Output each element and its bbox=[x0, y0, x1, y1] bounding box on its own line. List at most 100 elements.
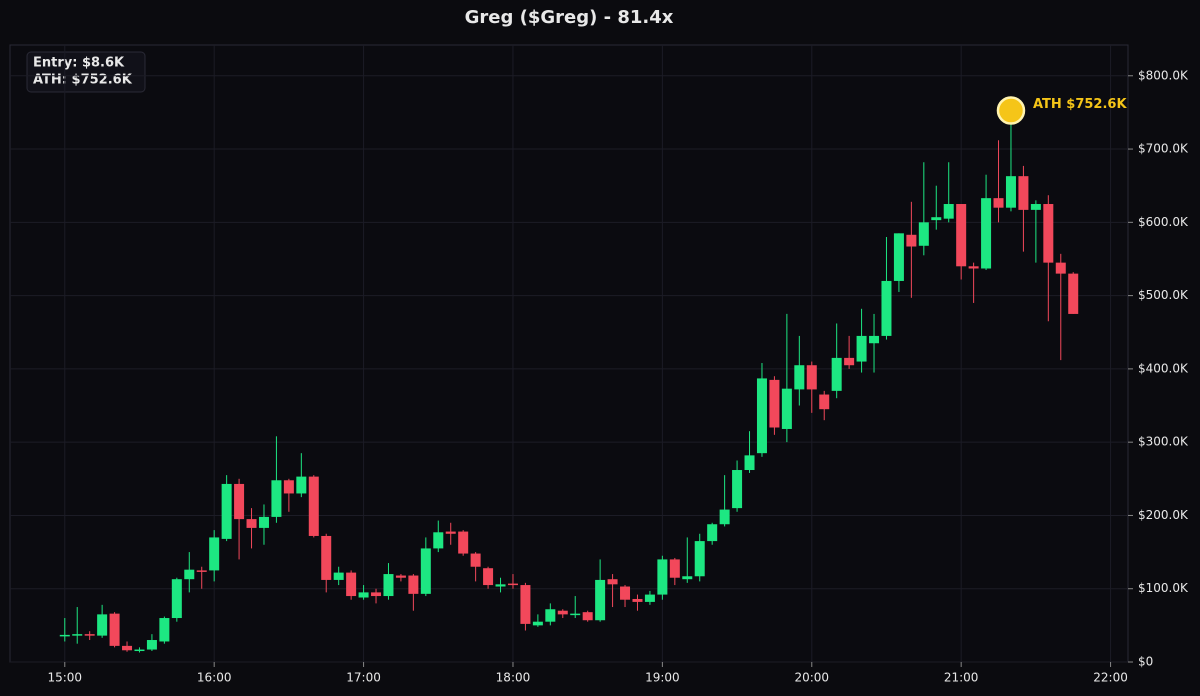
candle-body bbox=[395, 575, 406, 578]
x-tick-label: 18:00 bbox=[496, 671, 531, 685]
candle-body bbox=[620, 586, 631, 600]
candle-body bbox=[918, 222, 929, 246]
candle-body bbox=[84, 634, 95, 636]
y-tick-label: $800.0K bbox=[1138, 68, 1189, 82]
candle-body bbox=[146, 640, 157, 650]
candle-body bbox=[968, 266, 979, 269]
candle-body bbox=[570, 613, 581, 616]
candle-body bbox=[97, 614, 108, 636]
candle-body bbox=[346, 572, 357, 597]
x-tick-label: 16:00 bbox=[197, 671, 232, 685]
y-tick-label: $100.0K bbox=[1138, 581, 1189, 595]
y-tick-label: $700.0K bbox=[1138, 142, 1189, 156]
candle-body bbox=[956, 204, 967, 267]
x-tick-label: 20:00 bbox=[794, 671, 829, 685]
candle-body bbox=[333, 572, 344, 580]
candle-body bbox=[134, 649, 145, 652]
candle-body bbox=[358, 592, 369, 598]
y-tick-label: $600.0K bbox=[1138, 215, 1189, 229]
candle-body bbox=[196, 570, 207, 572]
candle-body bbox=[72, 634, 83, 636]
candle-body bbox=[433, 532, 444, 549]
candle-body bbox=[420, 548, 431, 594]
candle-body bbox=[657, 559, 668, 595]
candle-body bbox=[844, 357, 855, 366]
candle-body bbox=[607, 579, 618, 585]
candle-body bbox=[981, 198, 992, 269]
candle-body bbox=[520, 585, 531, 624]
candle-body bbox=[732, 470, 743, 509]
candle-body bbox=[644, 594, 655, 602]
x-tick-label: 19:00 bbox=[645, 671, 680, 685]
candle-body bbox=[694, 541, 705, 577]
candle-body bbox=[582, 612, 593, 621]
candle-body bbox=[283, 480, 294, 494]
candle-body bbox=[545, 609, 556, 622]
candle-body bbox=[495, 584, 506, 587]
x-tick-label: 17:00 bbox=[346, 671, 381, 685]
candle-body bbox=[1005, 176, 1016, 208]
candle-body bbox=[831, 357, 842, 391]
candle-body bbox=[371, 592, 382, 597]
candle-body bbox=[470, 553, 481, 567]
candle-body bbox=[856, 335, 867, 362]
candle-body bbox=[943, 204, 954, 219]
candle-body bbox=[707, 524, 718, 542]
candle-body bbox=[744, 455, 755, 471]
y-tick-label: $0 bbox=[1138, 655, 1153, 669]
candle-body bbox=[383, 574, 394, 597]
candle-body bbox=[682, 576, 693, 580]
candle-body bbox=[819, 394, 830, 410]
candle-body bbox=[806, 365, 817, 390]
candle-body bbox=[557, 610, 568, 615]
y-tick-label: $200.0K bbox=[1138, 508, 1189, 522]
candle-body bbox=[234, 483, 245, 520]
y-tick-label: $400.0K bbox=[1138, 361, 1189, 375]
candle-body bbox=[869, 335, 880, 344]
candle-body bbox=[246, 519, 257, 528]
plot-area bbox=[9, 44, 1129, 663]
candle-body bbox=[794, 365, 805, 390]
info-entry: Entry: $8.6K bbox=[33, 56, 125, 71]
candle-body bbox=[458, 531, 469, 554]
candle-body bbox=[122, 645, 133, 651]
candle-body bbox=[993, 198, 1004, 208]
candle-body bbox=[445, 531, 456, 534]
candle-body bbox=[769, 379, 780, 428]
candle-body bbox=[271, 480, 282, 517]
candle-body bbox=[893, 233, 904, 281]
candle-body bbox=[184, 569, 195, 580]
info-ath: ATH: $752.6K bbox=[33, 73, 133, 88]
candle-body bbox=[258, 516, 269, 528]
candle-body bbox=[221, 483, 232, 539]
ath-marker bbox=[996, 96, 1026, 125]
candle-body bbox=[209, 537, 220, 571]
x-tick-label: 22:00 bbox=[1093, 671, 1128, 685]
info-box bbox=[26, 51, 146, 93]
candle-body bbox=[906, 234, 917, 247]
y-tick-label: $300.0K bbox=[1138, 435, 1189, 449]
candle-body bbox=[931, 217, 942, 221]
candle-body bbox=[296, 476, 307, 494]
x-tick-label: 21:00 bbox=[944, 671, 979, 685]
chart-title: Greg ($Greg) - 81.4x bbox=[465, 7, 674, 28]
candle-body bbox=[308, 476, 319, 536]
candle-body bbox=[1018, 176, 1029, 210]
candle-body bbox=[507, 583, 518, 586]
candle-body bbox=[321, 535, 332, 580]
ath-label: ATH $752.6K bbox=[1033, 97, 1127, 112]
candle-body bbox=[1030, 204, 1041, 210]
candle-body bbox=[1043, 204, 1054, 263]
candle-body bbox=[109, 613, 120, 646]
candle-body bbox=[408, 575, 419, 594]
candle-body bbox=[159, 618, 170, 642]
x-tick-label: 15:00 bbox=[47, 671, 82, 685]
y-tick-label: $500.0K bbox=[1138, 288, 1189, 302]
candle-body bbox=[483, 568, 494, 586]
candle-body bbox=[1068, 273, 1079, 314]
candle-body bbox=[532, 621, 543, 626]
candle-body bbox=[632, 598, 643, 602]
candle-body bbox=[171, 579, 182, 619]
